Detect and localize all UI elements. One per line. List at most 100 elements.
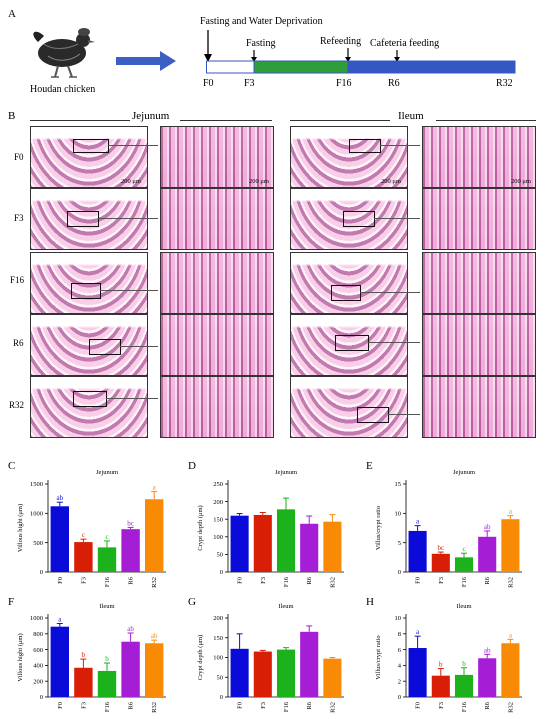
y-tick-label: 0 [220, 694, 223, 701]
panel-e-letter: E [366, 460, 373, 472]
histology-ileum-f16-overview [290, 252, 408, 314]
bar-R6 [478, 658, 497, 697]
panel-f-letter: F [8, 596, 15, 608]
bar-R6 [300, 631, 319, 697]
x-tick-label: R32 [507, 702, 514, 713]
section-title-ileum: Ileum [398, 110, 424, 122]
tick-f16: F16 [336, 78, 352, 89]
x-tick-label: F3 [438, 577, 445, 584]
bar-R32 [501, 519, 520, 572]
y-tick-label: 50 [217, 674, 224, 681]
significance-letter-F0: a [416, 628, 420, 636]
y-tick-label: 1000 [30, 615, 43, 622]
y-tick-label: 600 [33, 647, 43, 654]
tick-f3: F3 [244, 78, 255, 89]
bar-F16 [276, 649, 296, 697]
significance-letter-F16: b [462, 660, 466, 668]
y-tick-label: 1500 [30, 481, 43, 488]
scale-label: 200 μm [511, 178, 531, 185]
x-tick-label: F0 [237, 577, 244, 584]
connector-line [380, 145, 420, 146]
ileum-header-line-right [436, 120, 536, 121]
connector-line [100, 290, 158, 291]
y-tick-label: 0 [398, 694, 401, 701]
panel-g-letter: G [188, 596, 196, 608]
x-tick-label: R6 [484, 576, 491, 584]
bar-F16 [454, 557, 474, 572]
histology-jejunum-f3-overview [30, 188, 148, 250]
histology-ileum-r6-overview [290, 314, 408, 376]
significance-letter-R32: a [153, 484, 157, 492]
x-tick-label: R32 [151, 577, 158, 588]
jejunum-header-line-right [180, 120, 272, 121]
scale-label: 200 μm [381, 178, 401, 185]
ileum-header-line [290, 120, 390, 121]
y-tick-label: 250 [213, 481, 223, 488]
bar-F3 [74, 667, 93, 697]
y-tick-label: 1000 [30, 511, 43, 518]
y-axis-label: Villous hight (μm) [17, 504, 24, 552]
significance-letter-R6: ab [484, 523, 491, 531]
x-tick-label: F0 [415, 702, 422, 709]
bar-F3 [253, 651, 272, 697]
histology-ileum-f3-detail [422, 188, 536, 250]
chart-d-jejunum-crypt-depth: Jejunum Crypt depth (μm) 0 50 100 150 200 250 F0… [197, 469, 344, 588]
bar-R6 [121, 529, 140, 572]
x-tick-label: R6 [128, 576, 135, 584]
y-tick-label: 0 [398, 569, 401, 576]
x-tick-label: R6 [484, 701, 491, 709]
timeline-arrow-icon [204, 30, 212, 62]
tick-r6: R6 [388, 78, 400, 89]
section-title-jejunum: Jejunum [132, 110, 170, 122]
x-tick-label: F16 [283, 701, 290, 712]
timeline: Fasting and Water Deprivation Fasting Re… [200, 12, 530, 92]
bar-F3 [431, 675, 450, 697]
panel-d-letter: D [188, 460, 196, 472]
histology-ileum-r32-overview [290, 376, 408, 438]
significance-letter-F0: a [416, 518, 420, 526]
bar-segment-water [206, 60, 255, 74]
connector-line [108, 145, 158, 146]
y-axis-label: Crypt depth (μm) [197, 635, 204, 680]
y-axis-label: Villous hight (μm) [17, 633, 24, 681]
connector-line [388, 414, 420, 415]
bar-F0 [408, 648, 427, 697]
x-tick-label: F3 [80, 577, 87, 584]
significance-letter-F0: ab [56, 494, 63, 502]
chart-title: Jejunum [275, 469, 297, 476]
x-tick-label: R6 [128, 701, 135, 709]
chart-e-jejunum-villus-crypt-ratio: Jejunum Villus/crypt ratio 0 5 10 15 a F0 bc F3 c F… [375, 469, 522, 588]
marker-arrow-f3-icon [251, 50, 257, 62]
y-tick-label: 2 [398, 678, 401, 685]
y-tick-label: 10 [395, 511, 402, 518]
jejunum-header-line [30, 120, 130, 121]
y-tick-label: 5 [398, 540, 401, 547]
histology-jejunum-r6-overview [30, 314, 148, 376]
chart-h-ileum-villus-crypt-ratio: Ileum Villus/crypt ratio 0 2 4 6 8 10 a F0 b F3 b F16… [375, 603, 522, 713]
x-tick-label: R32 [507, 577, 514, 588]
histology-jejunum-f16-overview [30, 252, 148, 314]
y-tick-label: 150 [213, 635, 223, 642]
bar-F16 [454, 674, 474, 697]
y-tick-label: 150 [213, 516, 223, 523]
tick-r32: R32 [496, 78, 513, 89]
bar-F0 [230, 515, 249, 572]
marker-arrow-r6-icon [394, 50, 400, 62]
row-label-f3: F3 [14, 213, 24, 223]
chart-title: Ileum [99, 603, 114, 610]
histology-ileum-r6-detail [422, 314, 536, 376]
x-tick-label: F3 [80, 702, 87, 709]
panel-c-letter: C [8, 460, 16, 472]
x-tick-label: F3 [260, 577, 267, 584]
row-label-r32: R32 [9, 400, 25, 410]
chart-f-ileum-villous-height: Ileum Villous hight (μm) 0 200 400 600 800 1000… [17, 603, 166, 713]
connector-line [360, 292, 420, 293]
connector-line [106, 398, 158, 399]
y-tick-label: 50 [217, 552, 224, 559]
histology-jejunum-f3-detail [160, 188, 274, 250]
significance-letter-R6: bc [127, 519, 134, 527]
bar-R32 [323, 521, 342, 572]
significance-letter-F16: b [105, 655, 109, 663]
significance-letter-R32: ab [151, 632, 158, 640]
connector-line [368, 342, 420, 343]
